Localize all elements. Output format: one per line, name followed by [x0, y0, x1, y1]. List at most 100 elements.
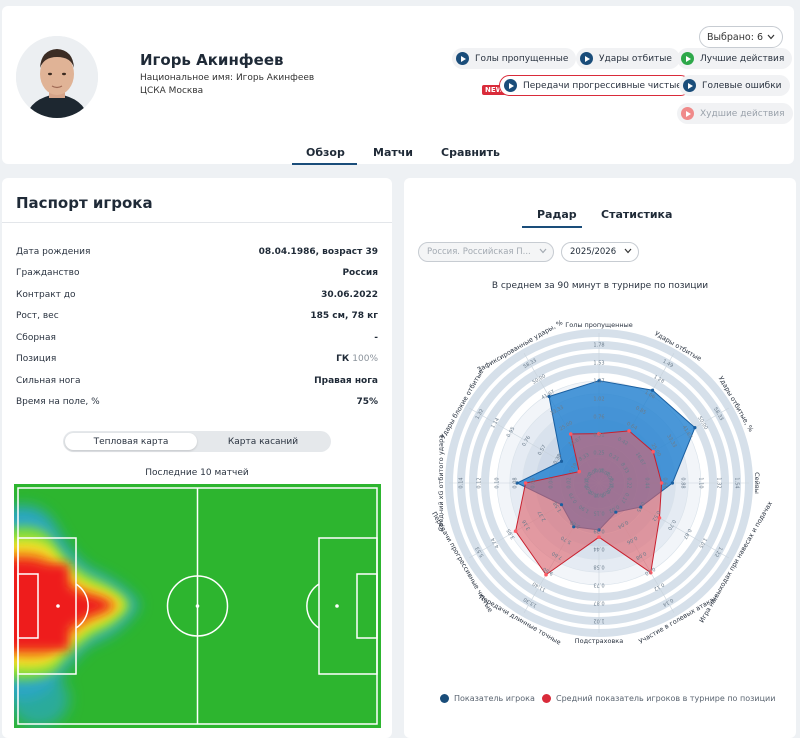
radar-chart: 0.00 0.25 0.51 0.76 1.02 1.27 1.53 1.78 Голы про… [430, 318, 774, 646]
tick-label: 0.00 [593, 469, 604, 475]
play-icon [580, 52, 593, 65]
tick-label: 0.14 [459, 477, 465, 488]
active-tab-indicator [522, 226, 582, 228]
tick-label: 0.00 [587, 488, 600, 499]
chevron-down-icon [624, 247, 632, 257]
tick-label: 0.79 [568, 491, 579, 504]
pill-goal-errors[interactable]: Голевые ошибки [679, 75, 790, 96]
tick-label: 0.12 [652, 581, 665, 592]
row-value-position: ГК 100% [336, 354, 378, 364]
divider [2, 222, 392, 223]
average-point [651, 449, 656, 454]
tab-matches[interactable]: Матчи [373, 146, 414, 159]
tick-label: 0.57 [537, 444, 548, 457]
tick-label: 1.32 [716, 477, 722, 488]
row-label-national-team: Сборная [16, 333, 56, 343]
player-name: Игорь Акинфеев [140, 51, 284, 69]
tick-label: 1.54 [734, 477, 740, 488]
tab-statistics[interactable]: Статистика [601, 208, 673, 221]
radar-card: Радар Статистика Россия. Российская П...… [404, 178, 796, 738]
league-select[interactable]: Россия. Российская П... [418, 242, 554, 262]
pill-label: Лучшие действия [700, 53, 785, 64]
tick-label: 0.17 [619, 491, 630, 504]
tick-label: 0.87 [682, 527, 693, 540]
row-label-position: Позиция [16, 354, 57, 364]
average-point [597, 535, 601, 539]
tick-label: 1.06 [643, 390, 656, 401]
player-point [515, 481, 519, 485]
player-point [597, 379, 601, 383]
tick-label: 1.78 [593, 343, 604, 349]
tick-label: 0.95 [506, 426, 517, 439]
legend-swatch-average [542, 694, 551, 703]
selected-filter-dropdown[interactable]: Выбрано: 6 [699, 26, 783, 48]
row-value-national-team: - [374, 333, 378, 343]
toggle-touch-map[interactable]: Карта касаний [227, 436, 299, 447]
tab-radar[interactable]: Радар [537, 208, 577, 221]
pill-label: Худшие действия [700, 108, 785, 119]
tick-label: 9.50 [542, 566, 555, 577]
chevron-down-icon [539, 247, 547, 257]
axis-label: Сейвы [753, 472, 761, 494]
pill-goals-conceded[interactable]: Голы пропущенные [452, 48, 577, 69]
tick-label: 0.00 [593, 492, 604, 498]
player-header: Игорь Акинфеев Национальное имя: Игорь А… [2, 6, 794, 165]
passport-title: Паспорт игрока [16, 194, 153, 212]
tick-label: 0.76 [521, 435, 532, 448]
tick-label: 1.58 [552, 500, 563, 513]
tab-compare[interactable]: Сравнить [441, 146, 500, 159]
tick-label: 0.44 [644, 477, 650, 488]
tick-label: 0.00 [604, 482, 615, 495]
toggle-heatmap[interactable]: Тепловая карта [65, 433, 197, 450]
tick-label: 5.53 [475, 545, 486, 558]
tick-label: 0.42 [616, 436, 629, 447]
tick-label: 0.00 [584, 471, 595, 484]
season-select[interactable]: 2025/2026 [561, 242, 639, 262]
tick-label: 1.02 [593, 397, 604, 403]
pill-progressive-passes[interactable]: Передачи прогрессивные чистые [499, 75, 691, 96]
tick-label: 0.00 [587, 468, 600, 479]
tick-label: 3.80 [569, 519, 582, 530]
tick-label: 0.29 [593, 528, 604, 534]
pill-worst-actions[interactable]: Худшие действия [677, 103, 793, 124]
tick-label: 0.04 [616, 519, 629, 530]
tick-label: 0.02 [607, 503, 620, 514]
selected-count-label: Выбрано: 6 [706, 31, 764, 43]
tick-label: 3.16 [521, 518, 532, 531]
active-tab-indicator [292, 163, 357, 165]
pill-label: Удары отбитые [599, 53, 672, 64]
pill-shots-saved[interactable]: Удары отбитые [576, 48, 680, 69]
legend-label-player: Показатель игрока [454, 694, 535, 703]
play-icon [681, 52, 694, 65]
tick-label: 0.88 [680, 477, 686, 488]
tick-label: 0.00 [608, 477, 614, 488]
league-select-value: Россия. Российская П... [427, 247, 531, 257]
tick-label: 8.33 [578, 452, 591, 463]
tick-label: 0.10 [495, 477, 501, 488]
legend-average: Средний показатель игроков в турнире по … [542, 694, 775, 703]
tick-label: 0.35 [635, 500, 646, 513]
tick-label: 0.00 [585, 477, 591, 488]
tick-label: 0.04 [549, 477, 555, 488]
tick-label: 1.05 [697, 536, 708, 549]
pill-label: Голы пропущенные [475, 53, 569, 64]
pill-best-actions[interactable]: Лучшие действия [677, 48, 793, 69]
tick-label: 0.06 [531, 477, 537, 488]
tick-label: 0.08 [634, 550, 647, 561]
row-label-contract: Контракт до [16, 290, 76, 300]
tab-overview[interactable]: Обзор [306, 146, 345, 159]
tick-label: 0.14 [661, 597, 674, 608]
tick-label: 0.00 [598, 488, 611, 499]
radar-caption: В среднем за 90 минут в турнире по позиц… [491, 281, 709, 291]
tick-label: 13.30 [523, 596, 538, 608]
average-point [523, 481, 528, 485]
season-select-value: 2025/2026 [570, 247, 617, 257]
average-point [648, 570, 653, 575]
legend-swatch-player [440, 694, 449, 703]
player-passport-card: Паспорт игрока Дата рождения 08.04.1986,… [2, 178, 392, 738]
axis-label: Средний xG отбитого удара [437, 435, 445, 532]
tick-label: 58.33 [712, 407, 724, 422]
tick-label: 0.25 [593, 451, 604, 457]
player-point [670, 481, 675, 485]
tick-label: 0.00 [604, 471, 615, 484]
